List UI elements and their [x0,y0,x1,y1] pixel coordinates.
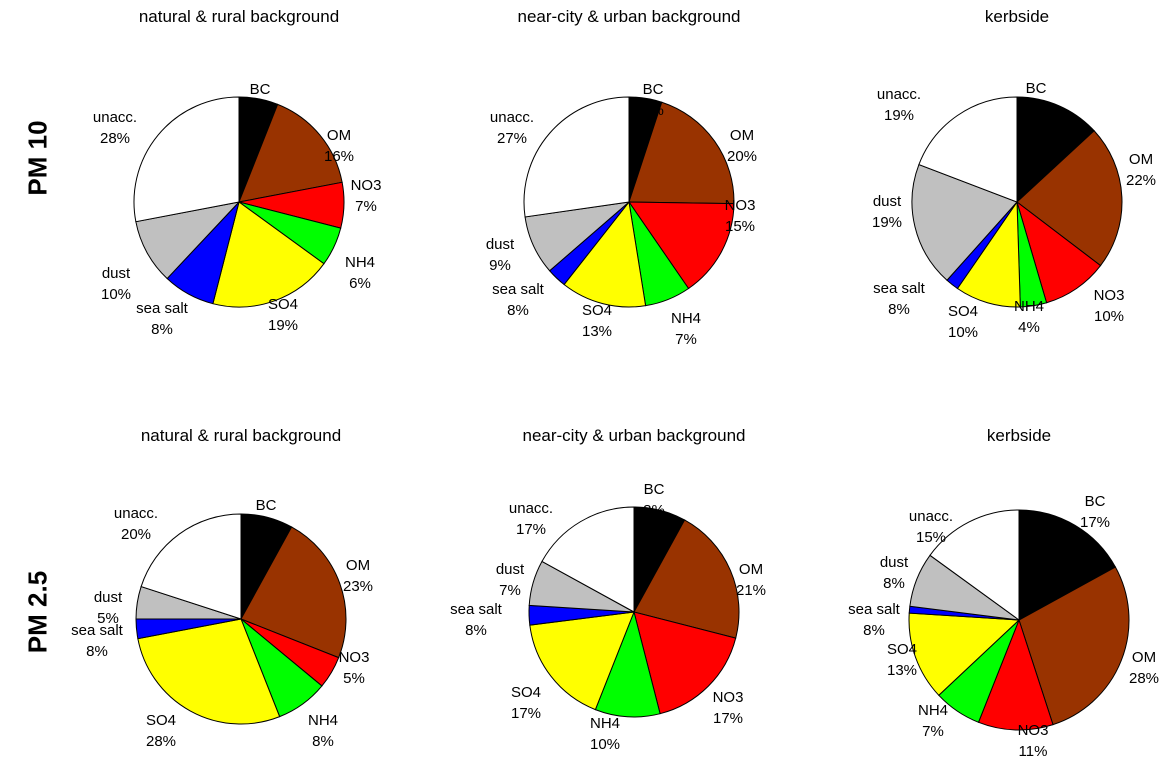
pie-slice-no3 [977,618,1054,731]
slice-label: SO4 13% [887,641,917,679]
pie-slice-so4 [137,618,281,725]
slice-label: sea salt 8% [873,280,926,318]
row-label-pm25: PM 2.5 [22,570,53,654]
slice-label: unacc. 19% [877,86,921,124]
pie-slice-no3 [628,201,735,290]
slice-label: sea salt 8% [71,622,124,660]
pie-slice-unacc [523,96,630,218]
slice-label: NH4 4% [1014,298,1044,336]
pie-slice-om [633,519,740,639]
slice-label: NO3 5% [339,649,370,687]
slice-label: BC 6% [249,81,271,119]
slice-label: NH4 10% [590,715,620,753]
slice-label: NO3 11% [1018,722,1049,760]
pie-slice-so4 [212,201,325,308]
slice-label: dust 8% [880,554,909,592]
slice-label: NH4 6% [345,254,375,292]
chart-title: natural & rural background [139,7,339,26]
pie-chart-6: kerbside BC 17% OM 28% NO3 11% NH4 7%SO4 13%sea s… [848,426,1159,760]
chart-title: natural & rural background [141,426,341,445]
pie-chart-5: near-city & urban background BC 8% OM 21% NO3… [450,426,766,753]
slice-label: unacc. 27% [490,109,534,147]
chart-title: near-city & urban background [522,426,745,445]
slice-label: sea salt 8% [492,281,545,319]
slice-label: OM 20% [727,127,757,165]
pie-chart-3: kerbside BC 13% OM 22% NO3 10% NH4 4% SO4 10% sea s… [872,7,1156,341]
slice-label: SO4 13% [582,302,612,340]
chart-title: near-city & urban background [517,7,740,26]
slice-label: dust 19% [872,193,902,231]
pie-slice-om [1018,566,1130,726]
slice-label: OM 28% [1129,649,1159,687]
pie-slice-unacc [541,506,635,613]
slice-label: BC 13% [1021,80,1051,118]
slice-label: SO4 19% [268,296,298,334]
slice-label: unacc. 20% [114,505,158,543]
slice-label: sea salt 8% [450,601,503,639]
slice-label: OM 16% [324,127,354,165]
slice-label: dust 10% [101,265,131,303]
slice-label: dust 9% [486,236,515,274]
slice-label: dust 7% [496,561,525,599]
slice-label: SO4 10% [948,303,978,341]
pie-slice-unacc [133,96,240,223]
pie-slice-om [240,526,347,659]
slice-label: OM 22% [1126,151,1156,189]
slice-label: BC 8% [255,497,277,535]
slice-label: dust 5% [94,589,123,627]
pie-slice-om [1016,130,1123,267]
slice-label: BC 17% [1080,493,1110,531]
slice-label: SO4 28% [146,712,176,750]
pie-chart-4: natural & rural background BC 8% OM 23% NO3 5%… [71,426,373,750]
row-label-pm10: PM 10 [22,120,53,196]
pie-slice-unacc [918,96,1018,203]
slice-label: OM 21% [736,561,766,599]
slice-label: NH4 7% [918,702,948,740]
pie-slice-om [238,103,343,203]
pie-slice-no3 [633,611,737,715]
pie-slice-bc [1016,96,1095,204]
slice-label: unacc. 28% [93,109,137,147]
slice-label: BC 5% [642,81,664,119]
pie-chart-2: near-city & urban background BC 5% OM 20% NO3… [486,7,757,348]
chart-title: kerbside [985,7,1049,26]
pie-slice-so4 [529,611,635,711]
slice-label: unacc. 15% [909,508,953,546]
pie-slice-unacc [929,509,1020,621]
slice-label: NO3 17% [713,689,744,727]
slice-label: unacc. 17% [509,500,553,538]
slice-label: NH4 7% [671,310,701,348]
slice-label: SO4 17% [511,684,541,722]
pie-slice-dust [911,163,1018,281]
slice-label: NO3 10% [1094,287,1125,325]
slice-label: NO3 7% [351,177,382,215]
slice-label: BC 8% [643,481,665,519]
pie-slice-so4 [563,200,647,308]
slice-label: sea salt 8% [136,300,189,338]
pie-slice-om [628,101,735,205]
pie-slice-so4 [908,612,1021,697]
chart-title: kerbside [987,426,1051,445]
slice-label: NO3 15% [725,197,756,235]
pie-slice-unacc [140,513,242,620]
pie-slice-bc [1018,509,1117,621]
pie-chart-1: natural & rural background BC 6% OM 16% NO3 7%… [93,7,382,338]
slice-label: OM 23% [343,557,373,595]
slice-label: sea salt 8% [848,601,901,639]
slice-label: NH4 8% [308,712,338,750]
